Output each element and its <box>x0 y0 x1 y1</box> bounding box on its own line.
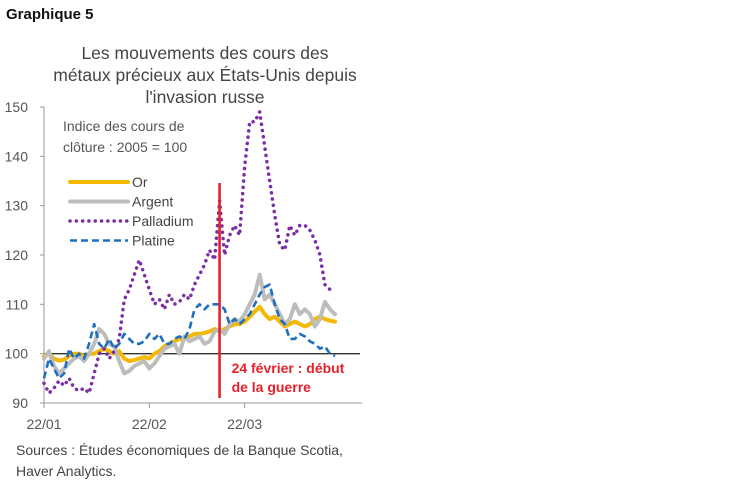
y-tick-label: 100 <box>5 346 29 362</box>
x-tick-label: 22/01 <box>26 416 61 432</box>
series-line-argent <box>42 272 337 376</box>
chart-title-line-1: Les mouvements des cours des <box>81 43 329 63</box>
chart-title-line-3: l'invasion russe <box>145 87 265 107</box>
chart-title: Les mouvements des cours des métaux préc… <box>30 42 380 108</box>
chart-legend: Or Argent Palladium Platine <box>68 174 193 249</box>
x-tick-label: 22/02 <box>132 416 167 432</box>
chart-title-line-2: métaux précieux aux États-Unis depuis <box>53 65 357 85</box>
source-line-1: Sources : Études économiques de la Banqu… <box>16 442 343 458</box>
source-line-2: Haver Analytics. <box>16 463 117 479</box>
event-label-line: 24 février : début <box>232 360 345 376</box>
series-line-palladium <box>42 110 332 395</box>
series-line-or <box>42 304 337 364</box>
legend-label-or: Or <box>132 174 148 190</box>
legend-label-palladium: Palladium <box>132 213 193 229</box>
chart-note-line: clôture : 2005 = 100 <box>63 139 187 155</box>
legend-label-platine: Platine <box>132 233 175 249</box>
legend-label-argent: Argent <box>132 194 173 210</box>
y-tick-label: 150 <box>5 99 29 115</box>
y-tick-label: 110 <box>6 296 29 312</box>
annotation-layer: 24 février : début de la guerre Indice des… <box>63 118 345 398</box>
figure-label: Graphique 5 <box>6 6 94 23</box>
y-tick-label: 90 <box>12 395 28 411</box>
y-tick-label: 120 <box>5 247 29 263</box>
y-tick-label: 140 <box>5 148 29 164</box>
source-note: Sources : Études économiques de la Banqu… <box>16 440 343 482</box>
chart-note-line: Indice des cours de <box>63 118 185 134</box>
chart-axes: 90 100 110 120 130 140 150 22/01 22/02 22/03 <box>5 99 362 432</box>
event-label-line: de la guerre <box>232 379 312 395</box>
x-tick-label: 22/03 <box>227 416 262 432</box>
y-tick-label: 130 <box>5 198 29 214</box>
series-layer <box>42 110 337 395</box>
